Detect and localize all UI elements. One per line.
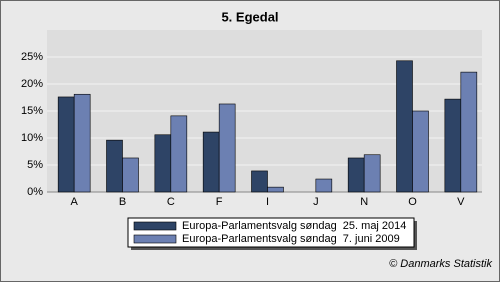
x-tick-label: N — [360, 196, 368, 208]
bar — [106, 139, 123, 193]
y-tick-label: 25% — [21, 51, 43, 63]
x-tick-label: F — [216, 196, 223, 208]
x-tick-label: B — [119, 196, 126, 208]
bar — [154, 134, 172, 193]
x-tick-label: O — [408, 196, 417, 208]
bar — [315, 178, 333, 193]
y-tick-label: 20% — [21, 78, 43, 90]
x-tick-label: C — [167, 196, 175, 208]
legend-label: Europa-Parlamentsvalg søndag 25. maj 201… — [182, 220, 406, 232]
x-tick-label: J — [313, 196, 319, 208]
bar — [218, 103, 236, 193]
bar — [267, 186, 284, 193]
bar — [122, 157, 139, 193]
legend-swatch — [133, 234, 177, 244]
x-tick-label: I — [266, 196, 269, 208]
bar — [347, 157, 365, 193]
credit: © Danmarks Statistik — [389, 258, 492, 270]
bar — [363, 154, 381, 193]
bar — [251, 170, 268, 193]
bar — [396, 60, 413, 193]
bar — [202, 131, 220, 193]
x-tick-label: V — [457, 196, 465, 208]
y-tick-label: 15% — [21, 105, 43, 117]
bar — [460, 71, 478, 193]
bar — [73, 93, 91, 193]
bar — [57, 96, 75, 193]
bar — [444, 98, 462, 193]
x-tick-label: A — [70, 196, 78, 208]
y-tick-label: 0% — [27, 186, 43, 198]
chart-title: 5. Egedal — [221, 9, 278, 24]
legend-swatch — [133, 221, 177, 231]
bar — [170, 115, 188, 193]
bar — [412, 110, 429, 193]
legend-label: Europa-Parlamentsvalg søndag 7. juni 200… — [182, 233, 400, 245]
y-tick-label: 10% — [21, 132, 43, 144]
y-tick-label: 5% — [27, 159, 43, 171]
